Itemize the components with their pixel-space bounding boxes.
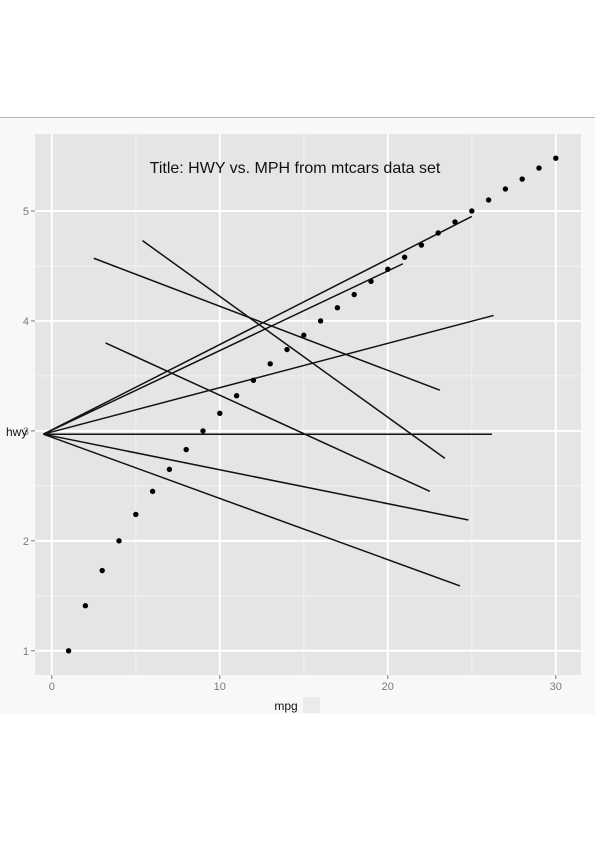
data-point [250, 377, 257, 384]
data-point [536, 165, 542, 171]
data-point [502, 186, 509, 192]
data-point [116, 538, 122, 544]
data-point [301, 332, 307, 338]
data-point [385, 266, 391, 272]
fit-line [142, 240, 446, 459]
data-point [317, 318, 324, 324]
data-point [401, 254, 408, 260]
data-point [435, 230, 441, 236]
x-tick-label: 30 [550, 681, 562, 693]
data-point [233, 393, 240, 399]
data-points [65, 155, 559, 654]
fit-line [105, 342, 431, 493]
data-point [469, 208, 475, 214]
data-point [351, 291, 357, 298]
data-point [368, 278, 374, 285]
y-tick-label: 3 [23, 426, 29, 438]
fit-line [93, 257, 441, 391]
x-axis-label-background [303, 697, 320, 713]
data-point [166, 466, 173, 473]
data-point [183, 446, 189, 453]
y-axis-ticks: 1 2 3 4 5 [23, 206, 35, 658]
plot-panel [35, 134, 581, 675]
chart-title: Title: HWY vs. MPH from mtcars data set [150, 160, 441, 177]
x-axis-ticks: 0 10 20 30 [49, 675, 562, 693]
data-point [99, 567, 105, 574]
y-tick-label: 1 [23, 646, 29, 658]
data-point [553, 155, 559, 161]
data-point [418, 242, 425, 248]
y-tick-label: 5 [23, 206, 29, 218]
data-point [133, 511, 139, 518]
y-tick-label: 4 [23, 316, 29, 328]
data-point [217, 410, 223, 416]
fit-line [43, 433, 461, 587]
page-top-rule [0, 117, 595, 118]
grid-major [35, 134, 581, 675]
data-point [65, 648, 72, 654]
data-point [334, 305, 341, 311]
y-axis-label: hwy [6, 425, 27, 439]
data-point [452, 219, 458, 225]
fit-line [43, 433, 469, 521]
data-point [149, 488, 156, 495]
data-point [284, 346, 290, 353]
data-point [267, 361, 273, 367]
data-point [82, 603, 89, 609]
fit-lines [43, 215, 494, 587]
x-tick-label: 10 [214, 681, 226, 693]
x-tick-label: 20 [382, 681, 394, 693]
grid-minor [35, 134, 581, 675]
fit-line [43, 215, 473, 435]
x-axis-label: mpg [274, 699, 297, 713]
data-point [519, 176, 525, 182]
fit-line [43, 263, 404, 435]
data-point [200, 428, 206, 434]
fit-line [43, 314, 494, 435]
x-tick-label: 0 [49, 681, 55, 693]
data-point [485, 197, 492, 203]
y-tick-label: 2 [23, 536, 29, 548]
